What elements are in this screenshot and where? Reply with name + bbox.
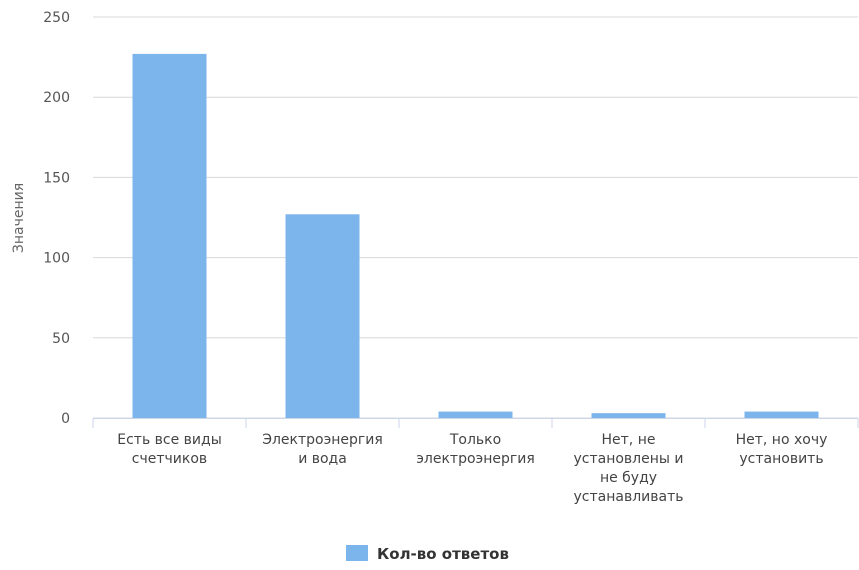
x-tick-label: Только электроэнергия (416, 432, 535, 467)
y-tick-label: 200 (43, 90, 70, 106)
bar[interactable] (132, 53, 207, 418)
bar[interactable] (438, 411, 513, 418)
x-tick-label: Нет, но хочу установить (736, 432, 828, 467)
legend-swatch (346, 545, 368, 561)
bar[interactable] (591, 413, 666, 418)
legend-label: Кол-во ответов (377, 545, 509, 563)
y-tick-label: 250 (43, 10, 70, 26)
x-tick-label: Есть все виды счетчиков (117, 432, 222, 467)
x-tick-label: Нет, не установлены и не буду устанавливать (573, 432, 683, 505)
grid-lines (93, 16, 858, 419)
x-axis: Есть все виды счетчиков Электроэнергия и во… (92, 418, 859, 505)
bar[interactable] (285, 214, 360, 418)
y-axis-title: Значения (11, 183, 27, 253)
y-tick-label: 150 (43, 170, 70, 186)
y-tick-label: 50 (52, 331, 70, 347)
y-tick-label: 0 (61, 411, 70, 427)
y-tick-label: 100 (43, 251, 70, 267)
bar[interactable] (744, 411, 819, 418)
bars (132, 53, 819, 418)
legend[interactable]: Кол-во ответов (346, 545, 509, 563)
x-tick-label: Электроэнергия и вода (262, 432, 383, 467)
y-axis-ticks: 0 50 100 150 200 250 (43, 10, 70, 427)
